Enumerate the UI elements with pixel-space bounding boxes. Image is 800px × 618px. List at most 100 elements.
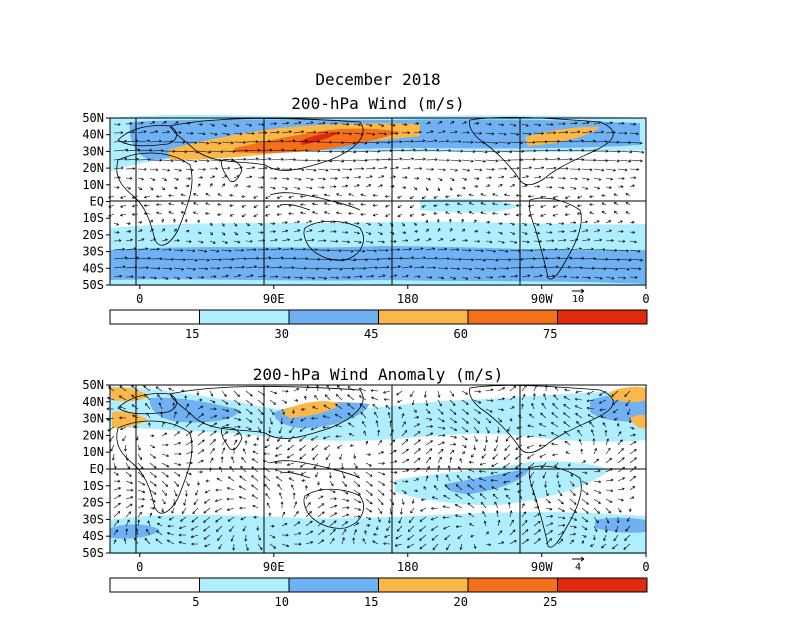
wind-arrow-head <box>356 522 360 526</box>
wind-arrow-head <box>162 421 165 425</box>
wind-arrow-head <box>380 502 384 505</box>
wind-arrow-head <box>165 474 169 478</box>
wind-arrow-head <box>627 412 630 415</box>
wind-arrow <box>617 249 629 252</box>
x-tick-label: 0 <box>136 292 143 306</box>
wind-arrow-head <box>622 239 626 243</box>
wind-arrow <box>372 213 379 216</box>
wind-arrow <box>413 276 421 278</box>
wind-arrow <box>581 239 590 242</box>
wind-arrow <box>125 496 134 500</box>
wind-arrow-head <box>619 439 623 443</box>
wind-arrow-head <box>467 168 470 172</box>
wind-arrow-head <box>276 212 280 216</box>
wind-arrow <box>173 150 187 153</box>
wind-arrow <box>365 507 372 513</box>
wind-arrow <box>413 423 420 428</box>
wind-arrow-head <box>549 185 553 189</box>
wind-arrow <box>521 123 529 127</box>
wind-arrow <box>149 131 158 134</box>
wind-arrow-head <box>313 168 317 172</box>
wind-arrow-head <box>347 403 351 407</box>
wind-arrow-head <box>372 213 376 217</box>
wind-arrow <box>569 122 578 125</box>
wind-arrow <box>617 150 632 153</box>
wind-arrow <box>341 249 354 252</box>
wind-arrow-head <box>508 258 511 262</box>
wind-arrow <box>317 122 326 125</box>
wind-arrow <box>377 132 387 135</box>
wind-arrow-head <box>327 248 330 252</box>
wind-arrow <box>293 501 297 509</box>
wind-arrow-head <box>232 547 236 551</box>
wind-arrow-head <box>449 457 453 460</box>
wind-arrow-head <box>615 267 618 271</box>
wind-arrow <box>581 516 589 523</box>
wind-arrow <box>168 211 175 215</box>
wind-arrow-head <box>489 176 492 180</box>
wind-arrow-head <box>118 405 122 409</box>
wind-arrow-head <box>501 123 504 127</box>
wind-arrow <box>336 212 343 215</box>
wind-arrow <box>377 167 387 170</box>
wind-arrow-head <box>465 276 469 280</box>
wind-arrow <box>329 141 344 144</box>
wind-arrow-head <box>552 453 555 457</box>
wind-arrow <box>449 228 453 233</box>
wind-arrow <box>593 267 607 270</box>
wind-arrow-head <box>577 167 581 171</box>
wind-arrow-head <box>554 464 558 468</box>
wind-arrow-head <box>369 501 373 505</box>
wind-arrow <box>149 444 155 449</box>
wind-arrow <box>156 530 163 536</box>
wind-arrow <box>221 222 225 227</box>
wind-arrow-head <box>346 122 350 126</box>
wind-arrow <box>312 203 319 206</box>
wind-arrow-head <box>358 240 362 244</box>
wind-arrow-head <box>232 447 236 451</box>
wind-arrow-head <box>433 212 437 216</box>
wind-arrow-head <box>301 130 304 134</box>
wind-arrow <box>301 408 307 410</box>
wind-arrow-head <box>544 485 548 488</box>
wind-arrow-head <box>369 474 373 477</box>
wind-arrow <box>311 444 319 451</box>
wind-arrow <box>360 193 367 197</box>
wind-arrow <box>242 525 247 532</box>
wind-arrow-head <box>122 438 125 442</box>
wind-arrow-head <box>452 403 456 406</box>
wind-arrow-head <box>320 495 324 499</box>
wind-arrow <box>288 435 295 442</box>
wind-arrow-head <box>265 213 268 217</box>
wind-arrow <box>615 525 619 533</box>
wind-arrow-head <box>255 140 259 144</box>
wind-arrow <box>605 258 620 261</box>
wind-arrow <box>353 489 361 496</box>
wind-arrow <box>149 121 155 125</box>
wind-arrow-head <box>640 258 643 262</box>
wind-arrow-head <box>250 239 253 243</box>
wind-arrow-head <box>597 469 601 473</box>
wind-arrow <box>563 412 571 419</box>
wind-arrow-head <box>177 431 180 435</box>
wind-arrow <box>507 426 511 432</box>
wind-arrow-head <box>417 275 421 279</box>
wind-arrow <box>564 213 571 216</box>
wind-arrow-head <box>334 122 338 126</box>
wind-arrow-head <box>493 249 496 253</box>
wind-arrow-head <box>445 195 448 198</box>
wind-arrow <box>209 249 220 252</box>
wind-arrow <box>317 177 326 180</box>
wind-arrow <box>221 447 225 455</box>
wind-arrow <box>149 219 153 224</box>
wind-arrow <box>144 538 151 545</box>
wind-arrow <box>365 141 379 144</box>
wind-arrow-head <box>596 520 599 524</box>
wind-arrow-head <box>553 131 557 135</box>
wind-arrow-head <box>411 402 415 406</box>
wind-arrow-head <box>264 166 268 170</box>
wind-arrow <box>231 534 235 542</box>
wind-arrow <box>269 140 283 143</box>
wind-arrow <box>168 195 175 197</box>
wind-arrow-head <box>144 195 147 199</box>
